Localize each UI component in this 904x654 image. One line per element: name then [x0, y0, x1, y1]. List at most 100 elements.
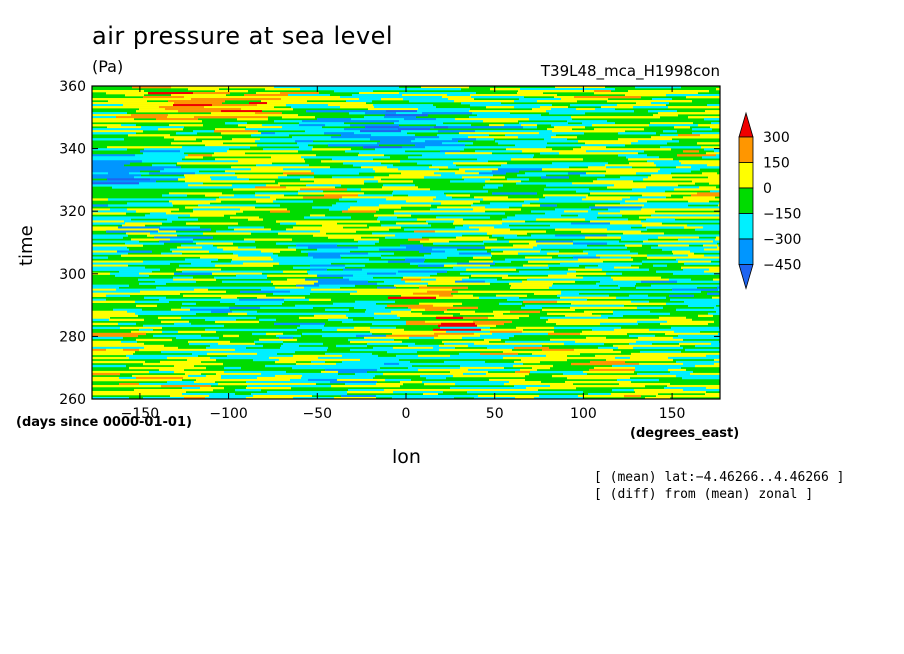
heatmap-cell: [659, 100, 692, 103]
heatmap-cell: [316, 192, 347, 195]
heatmap-cell: [271, 156, 301, 159]
heatmap-cell: [149, 374, 170, 378]
heatmap-cell: [502, 222, 542, 225]
heatmap-cell: [156, 286, 189, 289]
heatmap-cell: [92, 208, 110, 211]
heatmap-cell: [376, 394, 427, 398]
heatmap-cell: [445, 282, 465, 285]
heatmap-cell: [685, 348, 720, 352]
heatmap-cell: [552, 374, 591, 378]
heatmap-cell: [212, 272, 262, 275]
heatmap-cell: [651, 136, 690, 139]
heatmap-cell: [625, 244, 642, 247]
heatmap-cell: [349, 110, 386, 113]
heatmap-cell: [664, 92, 698, 95]
heatmap-cell: [483, 120, 518, 123]
heatmap-cell: [585, 306, 637, 310]
heatmap-cell: [261, 288, 311, 291]
heatmap-cell: [297, 326, 312, 330]
heatmap-cell: [341, 134, 371, 137]
heatmap-cell: [118, 370, 149, 374]
heatmap-cell: [176, 268, 199, 271]
heatmap-cell: [306, 184, 341, 187]
heatmap-cell: [92, 286, 119, 289]
heatmap-cell: [192, 100, 225, 103]
heatmap-cell: [256, 98, 281, 101]
heatmap-cell: [303, 196, 342, 199]
heatmap-cell: [445, 152, 492, 155]
heatmap-cell: [437, 206, 454, 209]
heatmap-cell: [92, 174, 121, 177]
heatmap-cell: [193, 254, 238, 257]
heatmap-cell: [610, 340, 636, 344]
heatmap-cell: [113, 180, 156, 183]
heatmap-cell: [304, 216, 351, 219]
heatmap-cell: [523, 300, 557, 303]
heatmap-cell: [359, 98, 381, 101]
heatmap-cell: [114, 166, 163, 169]
heatmap-cell: [386, 198, 433, 201]
heatmap-cell: [210, 356, 231, 360]
heatmap-cell: [357, 200, 406, 203]
heatmap-cell: [600, 322, 638, 326]
heatmap-cell: [706, 386, 720, 390]
heatmap-cell: [673, 336, 715, 340]
heatmap-cell: [440, 92, 476, 95]
heatmap-cell: [181, 306, 229, 310]
heatmap-cell: [368, 252, 394, 255]
heatmap-cell: [252, 332, 266, 336]
heatmap-cell: [565, 314, 601, 318]
heatmap-cell: [181, 312, 196, 316]
heatmap-cell: [629, 186, 646, 189]
heatmap-cell: [678, 238, 715, 241]
heatmap-cell: [428, 282, 445, 285]
heatmap-cell: [424, 382, 455, 386]
heatmap-cell: [266, 332, 283, 336]
heatmap-cell: [682, 376, 720, 380]
heatmap-cell: [288, 246, 308, 249]
heatmap-cell: [571, 362, 612, 366]
heatmap-cell: [625, 94, 666, 97]
heatmap-cell: [571, 222, 610, 225]
heatmap-cell: [193, 130, 214, 133]
heatmap-cell: [293, 396, 316, 400]
heatmap-cell: [161, 350, 206, 354]
heatmap-cell: [191, 98, 241, 101]
heatmap-cell: [92, 348, 106, 352]
heatmap-cell: [362, 86, 399, 89]
heatmap-cell: [366, 308, 411, 312]
heatmap-cell: [514, 360, 540, 364]
heatmap-cell: [92, 336, 123, 340]
heatmap-cell: [130, 268, 160, 271]
heatmap-cell: [625, 200, 647, 203]
heatmap-cell: [215, 128, 245, 131]
heatmap-cell: [368, 108, 418, 111]
heatmap-cell: [185, 258, 218, 261]
heatmap-cell: [436, 196, 452, 199]
heatmap-cell: [230, 316, 256, 320]
heatmap-cell: [426, 372, 463, 376]
heatmap-cell: [375, 170, 422, 173]
heatmap-cell: [378, 216, 397, 219]
heatmap-cell: [583, 286, 620, 289]
heatmap-cell: [560, 270, 576, 273]
heatmap-cell: [584, 300, 631, 303]
heatmap-cell: [305, 130, 328, 133]
heatmap-cell: [425, 308, 447, 312]
heatmap-cell: [716, 206, 720, 209]
heatmap-cell: [106, 294, 130, 297]
heatmap-cell: [471, 274, 508, 277]
heatmap-cell: [307, 348, 327, 352]
heatmap-cell: [641, 278, 669, 281]
heatmap-cell: [188, 154, 212, 157]
heatmap-cell: [129, 356, 167, 360]
heatmap-cell: [121, 254, 150, 257]
heatmap-cell: [358, 194, 393, 197]
heatmap-cell: [281, 344, 299, 348]
heatmap-cell: [514, 110, 546, 113]
heatmap-cell: [248, 150, 298, 153]
heatmap-cell: [364, 336, 409, 340]
heatmap-cell: [283, 270, 307, 273]
heatmap-cell: [707, 104, 720, 107]
heatmap-cell: [341, 284, 355, 287]
